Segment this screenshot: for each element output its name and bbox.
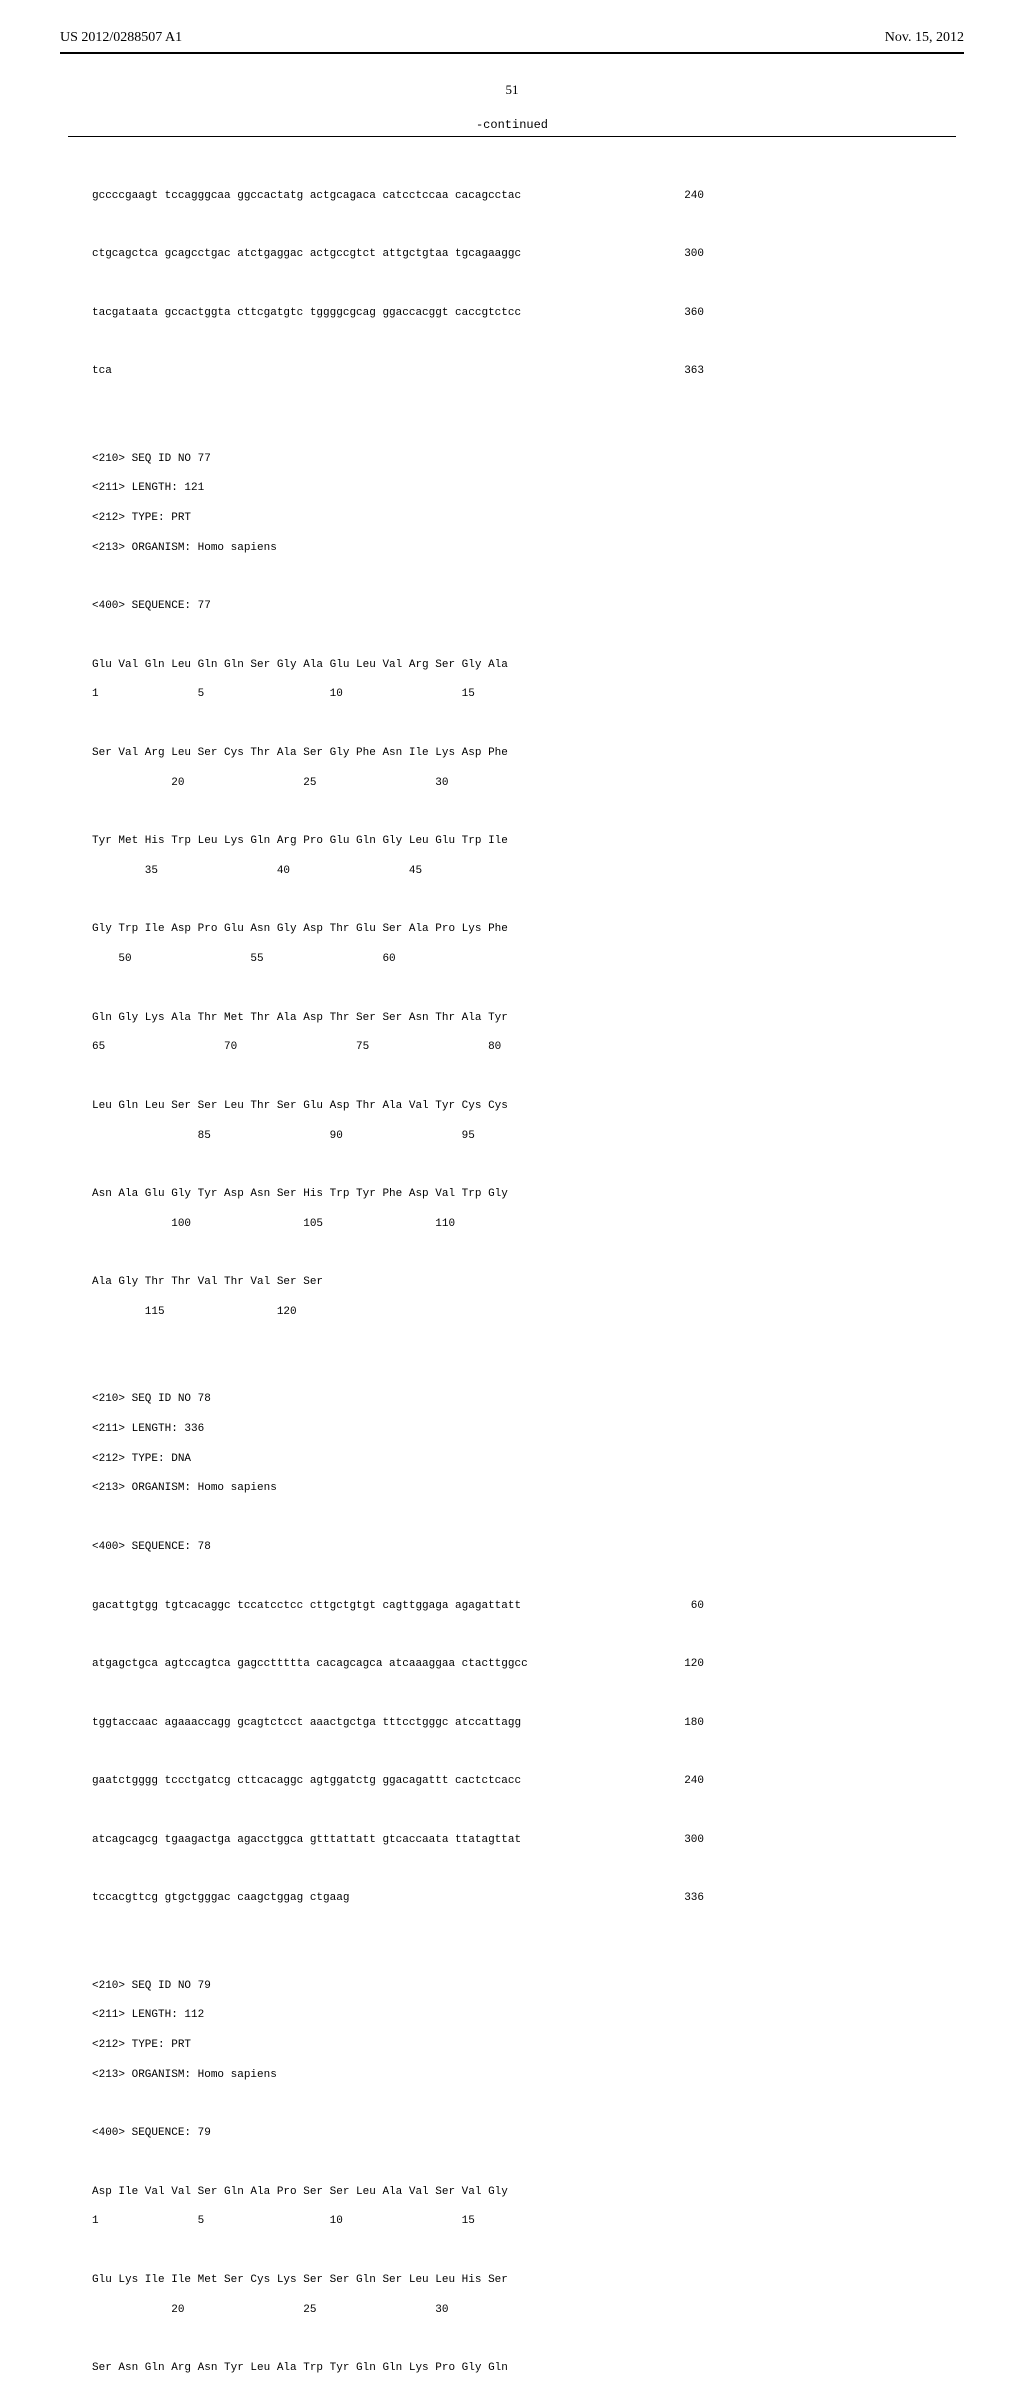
protein-row: Glu Lys Ile Ile Met Ser Cys Lys Ser Ser …	[92, 2273, 1024, 2288]
dna-seq: ctgcagctca gcagcctgac atctgaggac actgccg…	[92, 247, 521, 262]
protein-row: Leu Gln Leu Ser Ser Leu Thr Ser Glu Asp …	[92, 1099, 1024, 1114]
protein-pos: 50 55 60	[92, 952, 1024, 967]
protein-row: Gln Gly Lys Ala Thr Met Thr Ala Asp Thr …	[92, 1011, 1024, 1026]
page-number: 51	[0, 82, 1024, 98]
header-rule	[60, 52, 964, 54]
seq-meta: <213> ORGANISM: Homo sapiens	[92, 541, 1024, 556]
dna-seq: tca	[92, 364, 112, 379]
dna-seq: tggtaccaac agaaaccagg gcagtctcct aaactgc…	[92, 1716, 521, 1731]
dna-row: atcagcagcg tgaagactga agacctggca gtttatt…	[92, 1833, 704, 1848]
dna-seq: atgagctgca agtccagtca gagccttttta cacagc…	[92, 1657, 528, 1672]
dna-pos: 360	[664, 306, 704, 321]
seq-meta: <211> LENGTH: 112	[92, 2008, 1024, 2023]
dna-row: gccccgaagt tccagggcaa ggccactatg actgcag…	[92, 189, 704, 204]
protein-row: Ser Asn Gln Arg Asn Tyr Leu Ala Trp Tyr …	[92, 2361, 1024, 2376]
protein-pos: 100 105 110	[92, 1217, 1024, 1232]
dna-row: atgagctgca agtccagtca gagccttttta cacagc…	[92, 1657, 704, 1672]
seq-meta: <212> TYPE: DNA	[92, 1452, 1024, 1467]
seq-meta: <212> TYPE: PRT	[92, 2038, 1024, 2053]
protein-row: Gly Trp Ile Asp Pro Glu Asn Gly Asp Thr …	[92, 922, 1024, 937]
seq-meta: <210> SEQ ID NO 79	[92, 1979, 1024, 1994]
dna-seq: tacgataata gccactggta cttcgatgtc tggggcg…	[92, 306, 521, 321]
seq-meta: <212> TYPE: PRT	[92, 511, 1024, 526]
dna-pos: 240	[664, 1774, 704, 1789]
seq-meta: <213> ORGANISM: Homo sapiens	[92, 2068, 1024, 2083]
dna-seq: tccacgttcg gtgctgggac caagctggag ctgaag	[92, 1891, 349, 1906]
dna-row: tggtaccaac agaaaccagg gcagtctcct aaactgc…	[92, 1716, 704, 1731]
seq-meta: <211> LENGTH: 121	[92, 481, 1024, 496]
dna-row: ctgcagctca gcagcctgac atctgaggac actgccg…	[92, 247, 704, 262]
dna-row: tccacgttcg gtgctgggac caagctggag ctgaag 3…	[92, 1891, 704, 1906]
dna-seq: gacattgtgg tgtcacaggc tccatcctcc cttgctg…	[92, 1599, 521, 1614]
dna-pos: 300	[664, 247, 704, 262]
protein-pos: 35 40 45	[92, 864, 1024, 879]
dna-pos: 240	[664, 189, 704, 204]
protein-pos: 115 120	[92, 1305, 1024, 1320]
protein-row: Ser Val Arg Leu Ser Cys Thr Ala Ser Gly …	[92, 746, 1024, 761]
protein-row: Tyr Met His Trp Leu Lys Gln Arg Pro Glu …	[92, 834, 1024, 849]
protein-pos: 20 25 30	[92, 776, 1024, 791]
dna-pos: 120	[664, 1657, 704, 1672]
seq-meta: <210> SEQ ID NO 77	[92, 452, 1024, 467]
dna-seq: atcagcagcg tgaagactga agacctggca gtttatt…	[92, 1833, 521, 1848]
protein-row: Glu Val Gln Leu Gln Gln Ser Gly Ala Glu …	[92, 658, 1024, 673]
publication-date: Nov. 15, 2012	[885, 30, 964, 46]
publication-number: US 2012/0288507 A1	[60, 30, 182, 46]
seq-meta: <400> SEQUENCE: 78	[92, 1540, 1024, 1555]
dna-seq: gccccgaagt tccagggcaa ggccactatg actgcag…	[92, 189, 521, 204]
protein-pos: 85 90 95	[92, 1129, 1024, 1144]
seq-meta: <400> SEQUENCE: 79	[92, 2126, 1024, 2141]
protein-pos: 1 5 10 15	[92, 687, 1024, 702]
dna-pos: 300	[664, 1833, 704, 1848]
page-header: US 2012/0288507 A1 Nov. 15, 2012	[0, 0, 1024, 52]
dna-row: tca 363	[92, 364, 704, 379]
dna-pos: 336	[664, 1891, 704, 1906]
dna-pos: 60	[664, 1599, 704, 1614]
dna-row: gaatctgggg tccctgatcg cttcacaggc agtggat…	[92, 1774, 704, 1789]
continued-label: -continued	[0, 118, 1024, 132]
dna-pos: 363	[664, 364, 704, 379]
seq-meta: <210> SEQ ID NO 78	[92, 1392, 1024, 1407]
dna-pos: 180	[664, 1716, 704, 1731]
dna-row: gacattgtgg tgtcacaggc tccatcctcc cttgctg…	[92, 1599, 704, 1614]
protein-pos: 1 5 10 15	[92, 2214, 1024, 2229]
protein-row: Ala Gly Thr Thr Val Thr Val Ser Ser	[92, 1275, 1024, 1290]
protein-pos: 20 25 30	[92, 2303, 1024, 2318]
seq-meta: <213> ORGANISM: Homo sapiens	[92, 1481, 1024, 1496]
protein-row: Asp Ile Val Val Ser Gln Ala Pro Ser Ser …	[92, 2185, 1024, 2200]
seq-meta: <400> SEQUENCE: 77	[92, 599, 1024, 614]
protein-row: Asn Ala Glu Gly Tyr Asp Asn Ser His Trp …	[92, 1187, 1024, 1202]
seq-meta: <211> LENGTH: 336	[92, 1422, 1024, 1437]
dna-row: tacgataata gccactggta cttcgatgtc tggggcg…	[92, 306, 704, 321]
dna-seq: gaatctgggg tccctgatcg cttcacaggc agtggat…	[92, 1774, 521, 1789]
protein-pos: 65 70 75 80	[92, 1040, 1024, 1055]
sequence-listing: gccccgaagt tccagggcaa ggccactatg actgcag…	[0, 137, 1024, 2391]
